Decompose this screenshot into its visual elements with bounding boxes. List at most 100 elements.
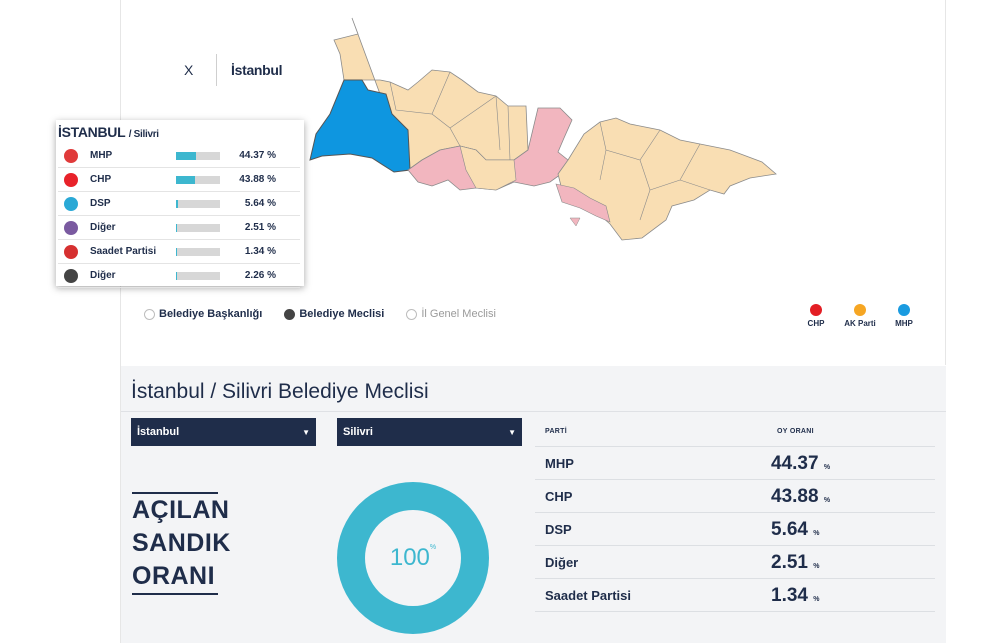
results-panel: İstanbul / Silivri Belediye Meclisi İsta… [121, 366, 946, 643]
breadcrumb-divider [216, 54, 217, 86]
election-type-selector: Belediye Başkanlığı Belediye Meclisi İl … [144, 308, 496, 320]
popup-party-pct: 43.88 % [239, 174, 276, 185]
close-button[interactable]: X [184, 62, 194, 78]
radio-il-genel-meclisi[interactable]: İl Genel Meclisi [406, 308, 496, 320]
table-row: CHP 43.88 % [545, 480, 935, 513]
opened-ballot-label: AÇILAN SANDIK ORANI [132, 492, 231, 595]
map-region-european-inland[interactable] [459, 145, 517, 191]
dropdown-arrow-icon: ▼ [302, 427, 310, 437]
opened-ballot-value: 100% [389, 544, 437, 571]
results-title: İstanbul / Silivri Belediye Meclisi [131, 380, 429, 403]
province-select[interactable]: İstanbul ▼ [131, 418, 316, 446]
party-logo-icon [64, 220, 78, 235]
map-region-anatolian-coast[interactable] [555, 183, 611, 223]
popup-row: Saadet Partisi 1.34 % [58, 240, 300, 264]
map-region-anatolian-side[interactable] [557, 117, 777, 241]
map-region-silivri[interactable] [309, 79, 411, 173]
popup-share-fill [176, 271, 177, 280]
content-frame-left [120, 0, 121, 643]
col-header-rate: OY ORANI [777, 428, 814, 435]
popup-row: Diğer 2.51 % [58, 216, 300, 240]
popup-share-bar [176, 199, 220, 208]
radio-dot-icon [144, 308, 155, 320]
legend-dot-icon [854, 304, 866, 316]
table-row: DSP 5.64 % [545, 513, 935, 546]
popup-row: MHP 44.37 % [58, 144, 300, 168]
radio-belediye-baskanligi[interactable]: Belediye Başkanlığı [144, 308, 262, 320]
radio-belediye-meclisi[interactable]: Belediye Meclisi [284, 308, 384, 320]
party-logo-icon [64, 244, 78, 259]
title-divider [121, 411, 946, 412]
party-logo-icon [64, 148, 78, 163]
legend-dot-icon [898, 304, 910, 316]
result-party-name: DSP [545, 522, 572, 537]
result-party-value: 44.37 % [771, 452, 831, 474]
province-select-value: İstanbul [137, 426, 180, 438]
result-party-name: Saadet Partisi [545, 588, 631, 603]
map-breadcrumb: X İstanbul [176, 52, 283, 88]
legend-label: MHP [895, 319, 913, 328]
party-logo-icon [64, 172, 78, 187]
radio-dot-icon [406, 308, 418, 320]
radio-label: Belediye Başkanlığı [159, 308, 263, 320]
opened-ballot-donut: 100% [337, 482, 489, 634]
party-logo-icon [64, 268, 78, 283]
radio-label: Belediye Meclisi [299, 308, 385, 320]
table-divider [535, 611, 935, 612]
popup-share-fill [176, 175, 196, 184]
popup-share-bar [176, 223, 220, 232]
radio-dot-icon [284, 308, 296, 320]
popup-share-bar [176, 247, 220, 256]
party-logo-icon [64, 196, 78, 211]
legend-label: CHP [807, 319, 825, 328]
popup-row: DSP 5.64 % [58, 192, 300, 216]
popup-party-name: DSP [90, 198, 111, 209]
popup-party-name: Diğer [90, 270, 116, 281]
opened-label-line3: ORANI [132, 562, 216, 590]
popup-party-pct: 2.26 % [244, 270, 276, 281]
result-party-name: CHP [545, 489, 573, 504]
table-divider [535, 578, 935, 579]
opened-label-line2: SANDIK [132, 529, 231, 557]
col-header-party: PARTİ [545, 428, 567, 435]
popup-row: CHP 43.88 % [58, 168, 300, 192]
popup-row: Diğer 2.26 % [58, 264, 300, 288]
table-divider [535, 512, 935, 513]
district-select[interactable]: Silivri ▼ [337, 418, 522, 446]
result-party-name: MHP [545, 456, 574, 471]
popup-party-pct: 44.37 % [239, 150, 276, 161]
result-party-name: Diğer [545, 555, 579, 570]
table-divider [535, 446, 935, 447]
popup-party-name: Diğer [90, 222, 116, 233]
legend-mhp: MHP [888, 304, 920, 328]
table-row: Saadet Partisi 1.34 % [545, 579, 935, 612]
popup-title: İSTANBUL / Silivri [58, 124, 159, 140]
radio-label: İl Genel Meclisi [421, 308, 496, 320]
popup-party-pct: 5.64 % [244, 198, 276, 209]
popup-party-pct: 1.34 % [244, 246, 276, 257]
legend-chp: CHP [800, 304, 832, 328]
table-divider [535, 479, 935, 480]
map-legend: CHP AK Parti MHP [800, 304, 920, 328]
popup-party-name: CHP [90, 174, 112, 185]
map-island [569, 217, 581, 227]
map-district-lines [389, 71, 711, 221]
popup-party-name: Saadet Partisi [90, 246, 157, 257]
popup-party-pct: 2.51 % [244, 222, 276, 233]
dropdown-arrow-icon: ▼ [508, 427, 516, 437]
content-frame-right [945, 0, 946, 365]
breadcrumb-city[interactable]: İstanbul [231, 62, 283, 78]
popup-share-fill [176, 151, 196, 160]
popup-share-fill [176, 247, 177, 256]
district-select-value: Silivri [343, 426, 373, 438]
result-party-value: 43.88 % [771, 485, 831, 507]
popup-party-name: MHP [90, 150, 113, 161]
legend-dot-icon [810, 304, 822, 316]
district-popup: İSTANBUL / Silivri MHP 44.37 % CHP 43.88 % D… [56, 120, 304, 288]
popup-share-bar [176, 151, 220, 160]
popup-share-fill [176, 223, 178, 232]
legend-ak-parti: AK Parti [844, 304, 876, 328]
result-party-value: 1.34 % [771, 584, 820, 606]
result-party-value: 5.64 % [771, 518, 820, 540]
istanbul-district-map[interactable] [300, 10, 780, 250]
